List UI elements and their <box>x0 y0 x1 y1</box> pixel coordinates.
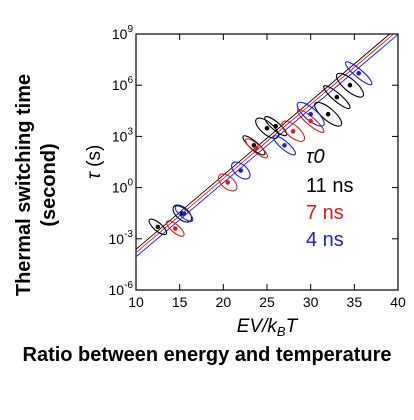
y-axis-label: τ (s) <box>84 145 105 180</box>
ellipse-1-3 <box>281 120 306 142</box>
ellipse-2-0 <box>174 205 194 222</box>
point-1-4 <box>308 118 313 124</box>
point-2-2 <box>282 143 287 148</box>
point-2-0 <box>181 211 187 216</box>
point-0-6 <box>334 94 340 100</box>
x-tick-label: 10 <box>128 294 144 310</box>
point-0-4 <box>273 123 279 129</box>
ellipse-2-1 <box>231 161 251 180</box>
ellipse-2-3 <box>296 101 325 127</box>
error-ellipses <box>148 61 373 237</box>
x-tick-label: 20 <box>216 294 232 310</box>
point-0-7 <box>347 82 353 88</box>
point-1-3 <box>290 128 296 134</box>
fit-line-0 <box>136 34 391 250</box>
point-0-5 <box>325 111 331 117</box>
y-tick-label: 103 <box>112 126 134 144</box>
legend-entry-11ns: 11 ns <box>306 175 353 197</box>
axis-ticks <box>135 33 399 291</box>
x-tick-label: 15 <box>172 294 188 310</box>
legend-title: τ0 <box>306 146 325 168</box>
data-points <box>155 70 362 231</box>
point-2-1 <box>238 168 244 173</box>
ellipse-1-0 <box>165 220 185 237</box>
legend-entry-4ns: 4 ns <box>306 229 344 251</box>
ellipse-2-2 <box>272 135 297 156</box>
x-axis-label: EV/kBT <box>237 316 299 339</box>
point-1-0 <box>173 226 178 231</box>
x-side-title: Ratio between energy and temperature <box>22 344 392 366</box>
ellipse-2-4 <box>344 61 373 86</box>
y-tick-label: 109 <box>112 24 134 42</box>
y-tick-labels: 10-6 10-3 100 103 106 109 <box>109 24 134 298</box>
point-1-2 <box>254 146 259 151</box>
ellipse-0-1 <box>172 204 193 223</box>
fit-line-1 <box>136 34 395 254</box>
y-tick-label: 10-6 <box>109 280 134 298</box>
point-1-1 <box>225 180 230 185</box>
fit-lines <box>136 34 398 258</box>
y-tick-label: 100 <box>112 178 134 196</box>
x-tick-label: 25 <box>259 294 275 310</box>
ellipse-0-4 <box>264 116 288 137</box>
y-side-title-text: Thermal switching time (second) <box>13 73 60 297</box>
legend-entry-7ns: 7 ns <box>306 202 344 224</box>
ellipse-1-4 <box>296 109 325 133</box>
x-tick-label: 40 <box>390 294 406 310</box>
point-0-2 <box>251 143 257 148</box>
y-side-title: Thermal switching time (second) <box>4 60 70 310</box>
x-tick-label: 35 <box>347 294 363 310</box>
ellipse-1-2 <box>244 138 269 159</box>
x-tick-labels: 10 15 20 25 30 35 40 <box>128 294 406 310</box>
ellipse-0-7 <box>335 72 365 98</box>
ellipse-0-6 <box>323 85 351 110</box>
ellipse-1-1 <box>217 173 238 192</box>
point-0-3 <box>264 125 270 131</box>
point-2-4 <box>356 70 362 76</box>
y-tick-label: 106 <box>112 75 134 93</box>
y-tick-label: 10-3 <box>109 229 134 247</box>
x-tick-label: 30 <box>303 294 319 310</box>
point-2-3 <box>308 111 313 117</box>
ellipse-0-3 <box>255 117 279 139</box>
ellipse-0-0 <box>148 218 168 236</box>
point-0-0 <box>155 224 161 230</box>
ellipse-0-5 <box>314 101 343 127</box>
